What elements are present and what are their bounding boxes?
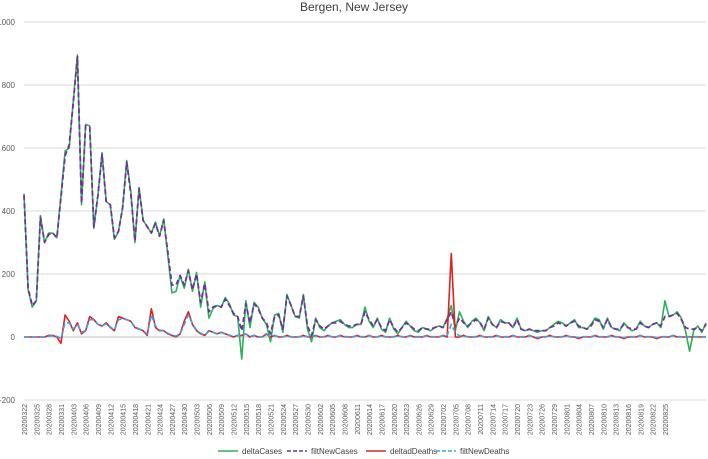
x-tick-label: 20200711 [478, 404, 485, 435]
x-tick-label: 20200403 [71, 404, 78, 435]
y-axis-ticks: -200 0 200 400 600 800 1000 [0, 18, 16, 405]
series-line-filtNewDeaths [24, 314, 706, 340]
x-tick-label: 20200418 [133, 404, 140, 435]
x-tick-label: 20200421 [145, 404, 152, 435]
x-tick-label: 20200810 [601, 404, 608, 435]
x-tick-label: 20200515 [244, 404, 251, 435]
x-tick-label: 20200524 [281, 404, 288, 435]
x-tick-label: 20200430 [182, 404, 189, 435]
x-tick-label: 20200602 [318, 404, 325, 435]
y-tick-label: 0 [11, 333, 16, 342]
x-tick-label: 20200801 [564, 404, 571, 435]
x-tick-label: 20200424 [158, 404, 165, 435]
x-tick-label: 20200611 [355, 404, 362, 435]
x-axis-ticks: 20200322 20200325 20200328 20200331 20200403… [22, 404, 670, 435]
x-tick-label: 20200509 [219, 404, 226, 435]
y-tick-label: 600 [2, 144, 16, 153]
x-tick-label: 20200412 [108, 404, 115, 435]
legend-label-filtNewDeaths: filtNewDeaths [460, 447, 509, 456]
x-tick-label: 20200614 [367, 404, 374, 435]
x-tick-label: 20200714 [490, 404, 497, 435]
x-tick-label: 20200328 [47, 404, 54, 435]
x-tick-label: 20200427 [170, 404, 177, 435]
x-tick-label: 20200620 [392, 404, 399, 435]
x-tick-label: 20200406 [84, 404, 91, 435]
x-tick-label: 20200518 [256, 404, 263, 435]
series-lines [23, 54, 707, 360]
x-tick-label: 20200503 [195, 404, 202, 435]
x-tick-label: 20200723 [527, 404, 534, 435]
x-tick-label: 20200415 [121, 404, 128, 435]
x-tick-label: 20200807 [589, 404, 596, 435]
legend-label-deltadDeaths: deltadDeaths [390, 447, 437, 456]
x-tick-label: 20200717 [503, 404, 510, 435]
x-tick-label: 20200822 [651, 404, 658, 435]
x-tick-label: 20200530 [305, 404, 312, 435]
x-tick-label: 20200720 [515, 404, 522, 435]
x-tick-label: 20200506 [207, 404, 214, 435]
x-tick-label: 20200331 [59, 404, 66, 435]
x-tick-label: 20200608 [342, 404, 349, 435]
y-tick-label: 800 [2, 81, 16, 90]
legend: deltaCases filtNewCases deltadDeaths filtNe… [218, 447, 509, 456]
x-tick-label: 20200804 [577, 404, 584, 435]
y-tick-label: 200 [2, 270, 16, 279]
x-tick-label: 20200708 [466, 404, 473, 435]
x-tick-label: 20200819 [638, 404, 645, 435]
x-tick-label: 20200626 [416, 404, 423, 435]
x-tick-label: 20200726 [540, 404, 547, 435]
x-tick-label: 20200702 [441, 404, 448, 435]
series-line-deltadDeaths [24, 252, 706, 345]
y-tick-label: 1000 [0, 18, 16, 27]
grid-lines [24, 21, 706, 401]
chart-title: Bergen, New Jersey [300, 0, 408, 14]
x-tick-label: 20200729 [552, 404, 559, 435]
x-tick-label: 20200322 [22, 404, 29, 435]
x-tick-label: 20200605 [330, 404, 337, 435]
x-tick-label: 20200617 [379, 404, 386, 435]
x-tick-label: 20200325 [34, 404, 41, 435]
legend-label-filtNewCases: filtNewCases [311, 447, 358, 456]
x-tick-label: 20200409 [96, 404, 103, 435]
x-tick-label: 20200521 [269, 404, 276, 435]
series-line-filtNewCases [23, 55, 707, 337]
x-tick-label: 20200825 [663, 404, 670, 435]
x-tick-label: 20200527 [293, 404, 300, 435]
x-tick-label: 20200629 [429, 404, 436, 435]
y-tick-label: -200 [0, 396, 16, 405]
x-tick-label: 20200512 [232, 404, 239, 435]
x-tick-label: 20200705 [453, 404, 460, 435]
x-tick-label: 20200816 [626, 404, 633, 435]
y-tick-label: 400 [2, 207, 16, 216]
x-tick-label: 20200623 [404, 404, 411, 435]
legend-label-deltaCases: deltaCases [242, 447, 282, 456]
x-tick-label: 20200813 [614, 404, 621, 435]
